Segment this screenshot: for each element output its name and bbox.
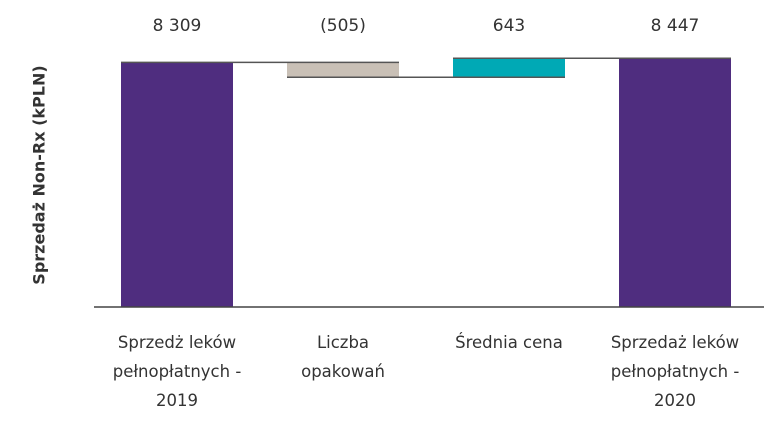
value-label: 8 447: [651, 16, 700, 36]
x-tick-label: Średnia cena: [455, 333, 563, 352]
x-tick-label: Sprzedż leków pełnopłatnych - 2019: [112, 333, 242, 410]
value-label: 643: [493, 16, 525, 36]
x-tick-label: Sprzedaż leków pełnopłatnych - 2020: [610, 333, 740, 410]
value-label: (505): [320, 16, 366, 36]
x-tick-label: Liczba opakowań: [301, 333, 385, 381]
bar: [453, 58, 565, 78]
y-axis-label: Sprzedaż Non-Rx (kPLN): [30, 65, 49, 284]
bar: [121, 62, 233, 307]
bar: [287, 62, 399, 78]
value-label: 8 309: [153, 16, 202, 36]
bar: [619, 58, 731, 307]
